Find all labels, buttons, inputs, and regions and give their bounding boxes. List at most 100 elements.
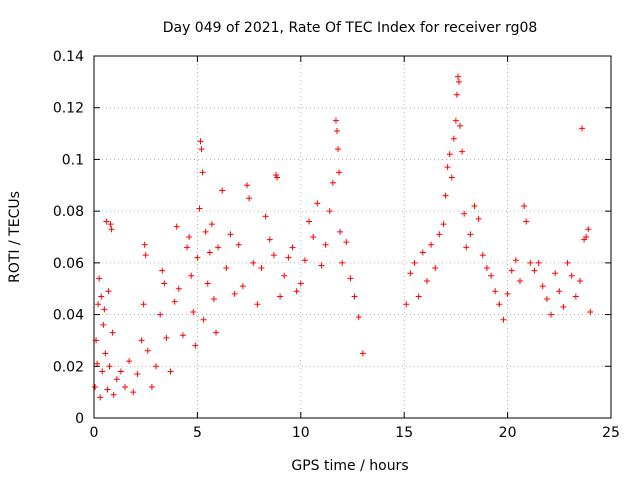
- data-point: [103, 218, 110, 225]
- data-point: [512, 257, 519, 264]
- data-point: [535, 259, 542, 266]
- data-point: [210, 296, 217, 303]
- data-point: [96, 275, 103, 282]
- data-point: [359, 350, 366, 357]
- y-tick-label: 0.1: [62, 152, 84, 168]
- data-point: [355, 314, 362, 321]
- data-point: [102, 350, 109, 357]
- data-point: [539, 283, 546, 290]
- data-point: [543, 296, 550, 303]
- grid-lines: [94, 56, 611, 418]
- data-point: [297, 280, 304, 287]
- data-point: [258, 265, 265, 272]
- y-tick-label: 0.02: [53, 359, 84, 375]
- data-point: [301, 257, 308, 264]
- data-point: [576, 277, 583, 284]
- data-point: [564, 259, 571, 266]
- data-point: [471, 202, 478, 209]
- data-point: [335, 146, 342, 153]
- data-point: [333, 127, 340, 134]
- data-point: [289, 244, 296, 251]
- data-point: [500, 316, 507, 323]
- data-point: [467, 231, 474, 238]
- data-point: [423, 277, 430, 284]
- data-point: [343, 239, 350, 246]
- data-point: [450, 135, 457, 142]
- data-point: [448, 174, 455, 181]
- data-point: [419, 249, 426, 256]
- data-point: [444, 164, 451, 171]
- data-point: [101, 306, 108, 313]
- data-point: [254, 301, 261, 308]
- data-point: [198, 146, 205, 153]
- data-point: [105, 288, 112, 295]
- data-point: [453, 91, 460, 98]
- data-point: [130, 389, 137, 396]
- data-point: [508, 267, 515, 274]
- data-point: [572, 293, 579, 300]
- data-point: [329, 179, 336, 186]
- data-point: [436, 231, 443, 238]
- data-point: [488, 272, 495, 279]
- data-point: [215, 244, 222, 251]
- data-point: [140, 301, 147, 308]
- data-point: [585, 226, 592, 233]
- data-point: [285, 254, 292, 261]
- data-point: [235, 241, 242, 248]
- data-point: [202, 228, 209, 235]
- data-point: [244, 182, 251, 189]
- data-point: [523, 218, 530, 225]
- data-point: [190, 308, 197, 315]
- data-point: [326, 208, 333, 215]
- x-axis-label: GPS time / hours: [291, 458, 408, 474]
- data-point: [173, 223, 180, 230]
- data-point: [117, 368, 124, 375]
- data-point: [188, 272, 195, 279]
- y-tick-labels: 0 0.02 0.04 0.06 0.08 0.1 0.12 0.14: [53, 49, 84, 427]
- data-point: [504, 290, 511, 297]
- data-point: [310, 234, 317, 240]
- data-point: [153, 363, 160, 370]
- data-point: [332, 117, 339, 124]
- data-point: [336, 169, 343, 176]
- data-point: [428, 241, 435, 248]
- data-point: [479, 252, 486, 259]
- data-point: [144, 347, 151, 354]
- y-tick-label: 0: [75, 411, 84, 427]
- x-tick-label: 25: [602, 425, 620, 441]
- x-tick-label: 0: [90, 425, 99, 441]
- data-point: [314, 200, 321, 207]
- data-point: [171, 298, 178, 305]
- y-tick-label: 0.04: [53, 308, 84, 324]
- data-point: [94, 360, 101, 367]
- data-point: [167, 368, 174, 375]
- data-point: [161, 280, 168, 287]
- data-point: [548, 311, 555, 318]
- y-tick-label: 0.08: [53, 204, 84, 220]
- x-tick-label: 20: [499, 425, 517, 441]
- data-point: [192, 342, 199, 349]
- y-tick-label: 0.14: [53, 49, 84, 65]
- x-tick-label: 5: [193, 425, 202, 441]
- data-point: [306, 218, 313, 225]
- data-point: [266, 236, 273, 243]
- data-point: [440, 221, 447, 228]
- data-point: [277, 293, 284, 300]
- data-point: [483, 265, 490, 272]
- data-point: [142, 252, 149, 259]
- chart-title: Day 049 of 2021, Rate Of TEC Index for r…: [163, 20, 538, 36]
- data-point: [95, 301, 102, 308]
- data-point: [159, 267, 166, 274]
- data-point: [583, 234, 590, 240]
- data-point: [274, 174, 281, 181]
- data-point: [517, 277, 524, 284]
- data-point: [459, 148, 466, 155]
- data-point: [213, 329, 220, 336]
- data-point: [463, 244, 470, 251]
- data-point: [108, 226, 115, 233]
- data-point: [239, 283, 246, 290]
- data-point: [113, 376, 120, 383]
- data-point: [560, 303, 567, 310]
- data-point: [475, 215, 482, 222]
- data-point: [496, 301, 503, 308]
